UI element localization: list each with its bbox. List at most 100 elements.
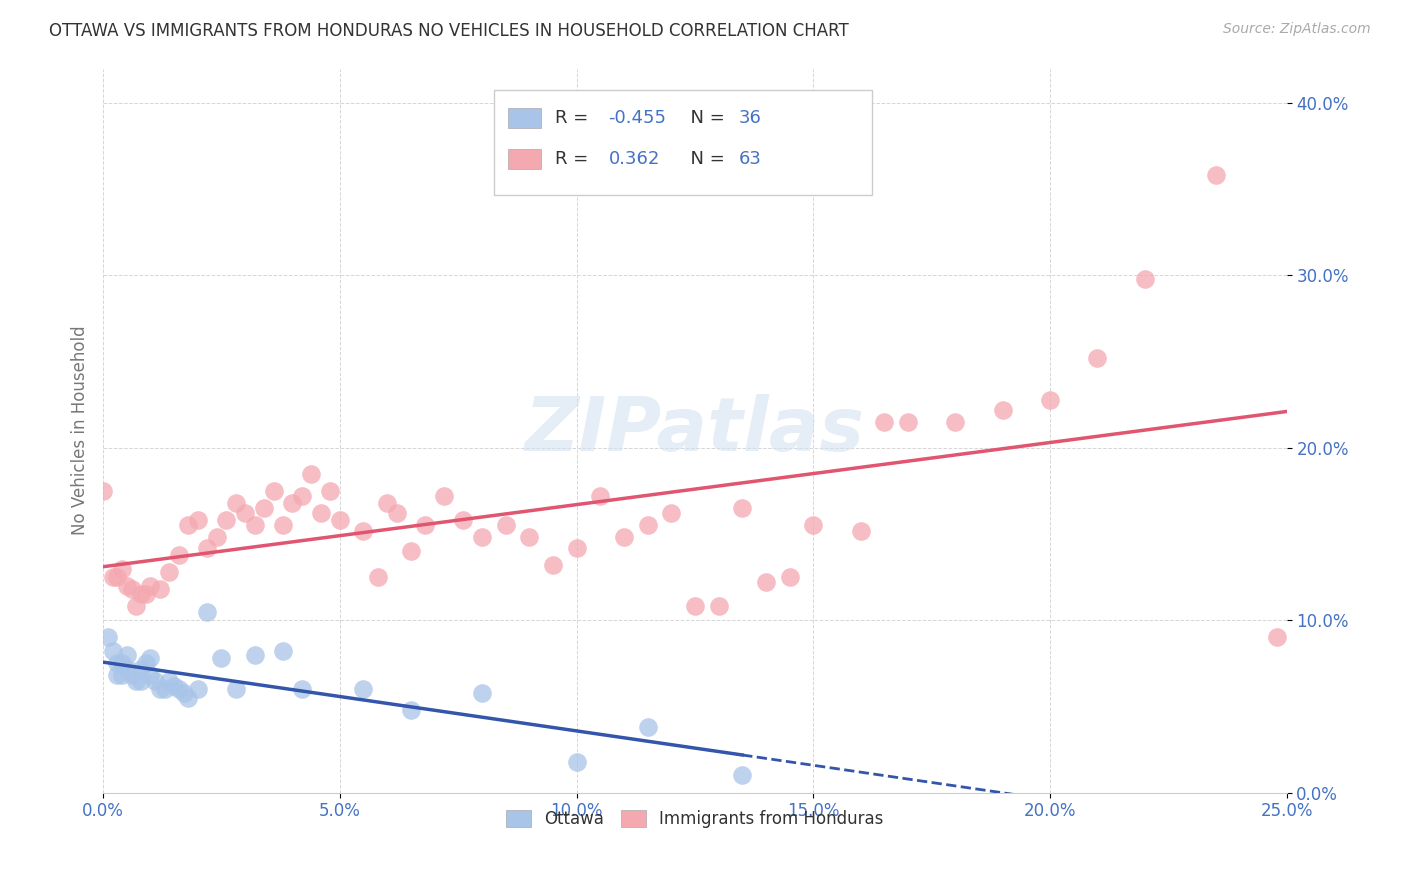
Legend: Ottawa, Immigrants from Honduras: Ottawa, Immigrants from Honduras xyxy=(499,804,890,835)
Point xyxy=(195,541,218,555)
Point xyxy=(589,489,612,503)
Point xyxy=(1039,392,1062,407)
Point xyxy=(129,673,152,688)
Point xyxy=(157,565,180,579)
Point xyxy=(101,644,124,658)
Point xyxy=(187,513,209,527)
Point xyxy=(111,657,134,671)
Point xyxy=(135,587,157,601)
Text: 36: 36 xyxy=(738,109,762,127)
Point xyxy=(271,518,294,533)
Point xyxy=(613,531,636,545)
Point xyxy=(125,599,148,614)
Point xyxy=(225,682,247,697)
Text: ZIPatlas: ZIPatlas xyxy=(524,394,865,467)
Point xyxy=(849,524,872,538)
Point xyxy=(637,518,659,533)
Point xyxy=(755,575,778,590)
Point xyxy=(353,682,375,697)
Point xyxy=(97,631,120,645)
Point xyxy=(105,657,128,671)
Point xyxy=(157,673,180,688)
Point xyxy=(367,570,389,584)
Point xyxy=(399,703,422,717)
Point xyxy=(471,686,494,700)
Point xyxy=(801,518,824,533)
Point xyxy=(143,673,166,688)
Bar xyxy=(508,149,541,169)
Point xyxy=(1205,169,1227,183)
Point xyxy=(135,657,157,671)
Point xyxy=(129,587,152,601)
Point xyxy=(125,673,148,688)
Point xyxy=(115,579,138,593)
Point xyxy=(281,496,304,510)
Point xyxy=(375,496,398,510)
Point xyxy=(399,544,422,558)
Point xyxy=(105,570,128,584)
Point xyxy=(565,541,588,555)
Text: N =: N = xyxy=(679,109,731,127)
Point xyxy=(139,668,162,682)
Bar xyxy=(508,108,541,128)
Point xyxy=(451,513,474,527)
Point xyxy=(731,768,754,782)
Point xyxy=(177,518,200,533)
Point xyxy=(139,651,162,665)
Point xyxy=(683,599,706,614)
Text: 63: 63 xyxy=(738,150,762,168)
Point xyxy=(243,648,266,662)
Point xyxy=(177,690,200,705)
Point xyxy=(471,531,494,545)
Point xyxy=(1133,272,1156,286)
Point xyxy=(111,561,134,575)
Point xyxy=(637,720,659,734)
Point xyxy=(1265,631,1288,645)
Text: Source: ZipAtlas.com: Source: ZipAtlas.com xyxy=(1223,22,1371,37)
Text: 0.362: 0.362 xyxy=(609,150,659,168)
Text: R =: R = xyxy=(555,109,595,127)
Point xyxy=(329,513,352,527)
Point xyxy=(299,467,322,481)
Point xyxy=(291,489,314,503)
Point xyxy=(153,682,176,697)
FancyBboxPatch shape xyxy=(494,90,872,195)
Point xyxy=(517,531,540,545)
Point xyxy=(115,648,138,662)
Point xyxy=(121,668,143,682)
Point xyxy=(353,524,375,538)
Point xyxy=(319,483,342,498)
Point xyxy=(121,582,143,597)
Point xyxy=(873,415,896,429)
Point xyxy=(167,548,190,562)
Point xyxy=(91,483,114,498)
Point xyxy=(943,415,966,429)
Point xyxy=(129,661,152,675)
Y-axis label: No Vehicles in Household: No Vehicles in Household xyxy=(72,326,89,535)
Point xyxy=(101,570,124,584)
Point xyxy=(495,518,517,533)
Point xyxy=(187,682,209,697)
Point xyxy=(385,506,408,520)
Point xyxy=(233,506,256,520)
Point xyxy=(271,644,294,658)
Point xyxy=(707,599,730,614)
Point xyxy=(897,415,920,429)
Text: N =: N = xyxy=(679,150,731,168)
Point xyxy=(215,513,238,527)
Point xyxy=(149,582,172,597)
Point xyxy=(309,506,332,520)
Point xyxy=(139,579,162,593)
Point xyxy=(173,686,195,700)
Point xyxy=(105,668,128,682)
Point xyxy=(167,682,190,697)
Text: -0.455: -0.455 xyxy=(609,109,666,127)
Point xyxy=(115,661,138,675)
Point xyxy=(111,668,134,682)
Point xyxy=(433,489,456,503)
Point xyxy=(253,501,276,516)
Point xyxy=(291,682,314,697)
Point xyxy=(541,558,564,572)
Point xyxy=(991,403,1014,417)
Point xyxy=(731,501,754,516)
